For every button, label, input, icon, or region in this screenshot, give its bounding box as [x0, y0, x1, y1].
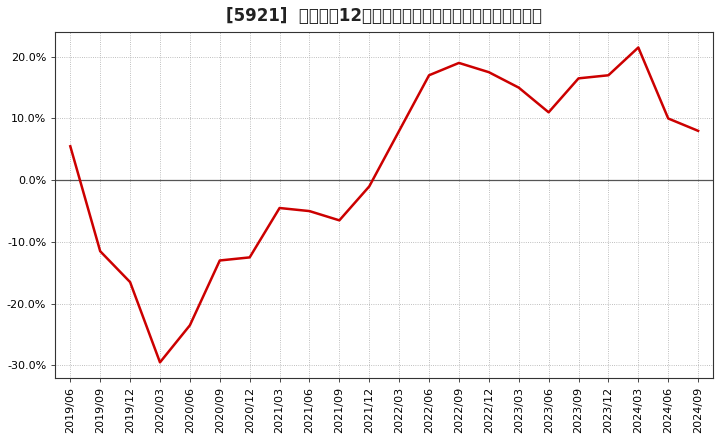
Title: [5921]  売上高の12か月移動合計の対前年同期増減率の推移: [5921] 売上高の12か月移動合計の対前年同期増減率の推移 [226, 7, 542, 25]
